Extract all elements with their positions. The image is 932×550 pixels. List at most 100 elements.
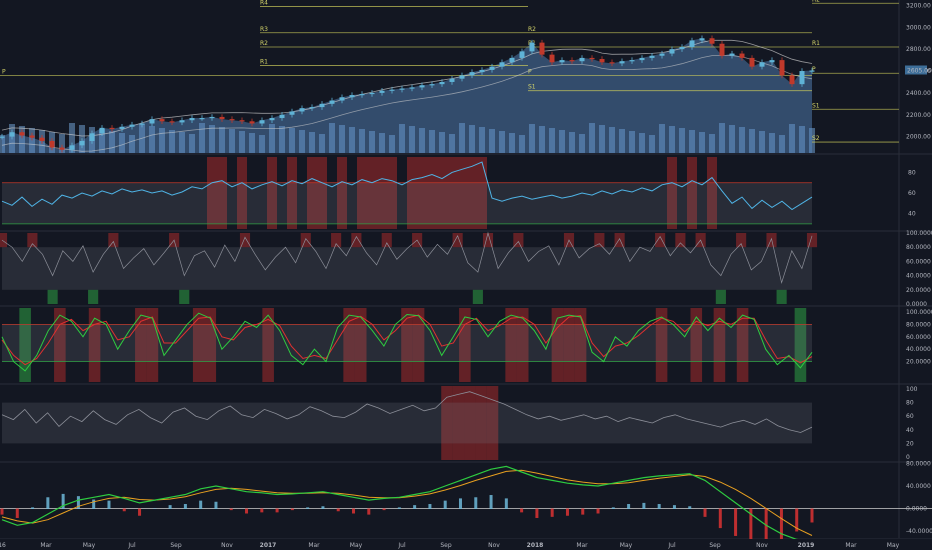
candle-body [169,121,175,123]
mfi-overbought-zone [482,233,494,248]
macd-histogram-bar [153,508,157,509]
rsi-tick-label: 40 [908,211,916,218]
candle-body [579,57,585,62]
mfi-overbought-zone [675,233,686,248]
candle-body [229,119,235,121]
mfi-overbought-zone [594,233,605,248]
candle-body [299,108,305,112]
volume-bar [309,132,315,153]
mfi-tick-label: 80.0000 [906,244,931,251]
candle-body [549,54,555,63]
volume-bar [179,132,185,153]
candle-body [719,43,725,56]
mfi-overbought-zone [351,233,362,248]
time-axis-label: May [620,542,633,549]
rsi-overbought-zone [407,157,417,229]
time-axis-label: Sep [440,542,452,549]
candle-body [109,127,115,130]
macd-histogram-bar [520,508,524,513]
rsi-overbought-zone [217,157,227,229]
time-axis-label: May [350,542,363,549]
macd-histogram-bar [672,505,676,509]
macd-signal-line [1,469,813,536]
volume-bar [169,130,175,153]
volume-bar [329,123,335,153]
candle-body [289,111,295,115]
macd-histogram-bar [810,508,814,523]
macd-histogram-bar [718,508,722,529]
stoch-overbought-zone [574,308,587,382]
candle-body [329,100,335,104]
candle-body [789,75,795,85]
stoch-band [2,324,812,362]
macd-tick-label: 40.0000 [906,483,931,490]
mfi-overbought-zone [0,233,8,248]
cci-tick-label: 20 [906,440,914,447]
time-axis-label: Nov [756,542,768,549]
candle-body [339,97,345,101]
time-axis-label: Mar [40,542,52,549]
stoch-overbought-zone [192,308,205,382]
candle-body [469,72,475,76]
volume-bar [289,128,295,153]
price-area [2,38,812,153]
rsi-overbought-zone [377,157,387,229]
candle-body [519,51,525,58]
volume-bar [369,131,375,153]
candle-body [489,66,495,70]
candle-body [619,61,625,64]
stoch-oversold-zone [19,308,31,382]
volume-bar [599,125,605,153]
macd-line [1,465,813,543]
volume-bar [799,126,805,153]
volume-bar [729,125,735,153]
rsi-overbought-zone [337,157,347,229]
volume-bar [479,127,485,153]
candle-body [199,118,205,120]
candle-body [539,42,545,55]
cci-band [2,402,812,444]
macd-histogram-bar [183,504,187,509]
volume-bar [529,124,535,153]
macd-histogram-bar [749,508,753,541]
macd-histogram-bar [535,508,539,518]
volume-bar [189,134,195,153]
volume-bar [229,129,235,153]
candle-body [189,118,195,121]
macd-tick-label: 80.0000 [906,461,931,468]
cci-overbought-zone [464,386,476,460]
pivot-label: P [2,68,6,75]
last-price-label: 2605.00 [907,67,932,74]
volume-bar [129,135,135,153]
stoch-d-line [1,314,813,366]
candle-body [39,137,45,141]
candle-body [439,81,445,85]
stoch-overbought-zone [204,308,217,382]
volume-bar [669,126,675,153]
volume-bar [59,134,65,153]
candle-body [129,124,135,127]
candle-body [69,145,75,150]
volume-bar [769,133,775,153]
macd-histogram-bar [397,507,401,509]
macd-histogram-bar [504,498,508,509]
volume-bar [579,134,585,153]
macd-histogram-bar [199,500,203,509]
candle-body [629,60,635,62]
rsi-overbought-zone [427,157,437,229]
candle-body [479,69,485,73]
volume-bar [609,127,615,153]
candle-body [449,78,455,82]
macd-histogram-bar [581,508,585,515]
rsi-tick-label: 80 [908,169,916,176]
stoch-tick-label: 40.0000 [906,346,931,353]
price-tick-label: 2000.00 [906,134,931,141]
candle-body [459,75,465,79]
candle-body [729,53,735,56]
pivot-label: R2 [528,26,536,33]
volume-bar [419,128,425,153]
stoch-overbought-zone [505,308,517,382]
candle-body [569,60,575,62]
macd-histogram-bar [46,497,50,509]
